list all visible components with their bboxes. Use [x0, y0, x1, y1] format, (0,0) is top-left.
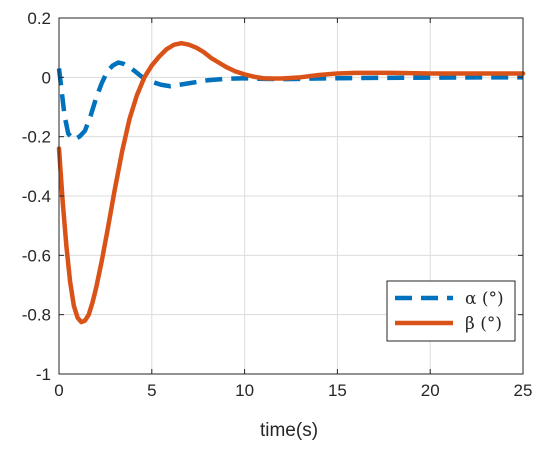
- series-lines: [56, 40, 526, 325]
- y-tick-label: -0.4: [22, 187, 51, 206]
- legend-label-alpha: α (°): [465, 289, 504, 309]
- tick-labels: 0 5 10 15 20 25 -1 -0.8 -0.6 -0.4 -0.2 0 0.2: [22, 9, 533, 400]
- legend-label-beta: β (°): [465, 314, 502, 334]
- x-tick-label: 10: [235, 381, 254, 400]
- y-tick-label: -0.6: [22, 246, 51, 265]
- axes-box: [58, 17, 524, 375]
- y-tick-label: -0.2: [22, 128, 51, 147]
- y-tick-label: 0: [42, 68, 51, 87]
- legend-box: [386, 280, 516, 342]
- y-tick-label: -1: [36, 365, 51, 384]
- y-tick-label: -0.8: [22, 306, 51, 325]
- legend: α (°) β (°): [386, 280, 516, 342]
- x-tick-label: 20: [421, 381, 440, 400]
- x-tick-label: 0: [54, 381, 63, 400]
- x-tick-label: 5: [147, 381, 156, 400]
- series-line-beta: [56, 40, 526, 325]
- y-tick-label: 0.2: [27, 9, 51, 28]
- x-tick-label: 15: [328, 381, 347, 400]
- x-axis-label: time(s): [260, 420, 318, 441]
- x-tick-label: 25: [514, 381, 533, 400]
